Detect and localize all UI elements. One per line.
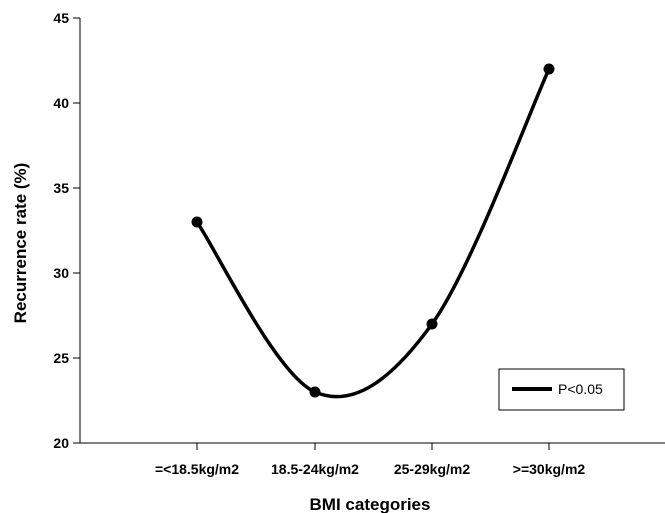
- y-tick-label: 40: [53, 95, 69, 111]
- y-axis: 20 25 30 35 40 45: [53, 10, 81, 451]
- legend-label: P<0.05: [558, 381, 603, 397]
- data-point: [309, 386, 321, 398]
- series-line: [195, 67, 551, 399]
- y-tick-label: 45: [53, 10, 69, 26]
- y-axis-title: Recurrence rate (%): [11, 163, 30, 324]
- legend: P<0.05: [498, 368, 625, 411]
- data-point: [426, 318, 438, 330]
- data-point: [191, 216, 203, 228]
- x-tick-label: 25-29kg/m2: [394, 461, 470, 477]
- x-axis-title: BMI categories: [310, 495, 431, 513]
- x-tick-label: >=30kg/m2: [513, 461, 586, 477]
- series-layer: [191, 63, 555, 399]
- y-tick-label: 35: [53, 180, 69, 196]
- x-tick-label: 18.5-24kg/m2: [271, 461, 359, 477]
- y-tick-label: 25: [53, 350, 69, 366]
- x-tick-label: =<18.5kg/m2: [155, 461, 239, 477]
- x-axis: =<18.5kg/m2 18.5-24kg/m2 25-29kg/m2 >=30kg/…: [80, 442, 665, 477]
- data-point: [543, 63, 555, 75]
- y-tick-label: 30: [53, 265, 69, 281]
- y-tick-label: 20: [53, 435, 69, 451]
